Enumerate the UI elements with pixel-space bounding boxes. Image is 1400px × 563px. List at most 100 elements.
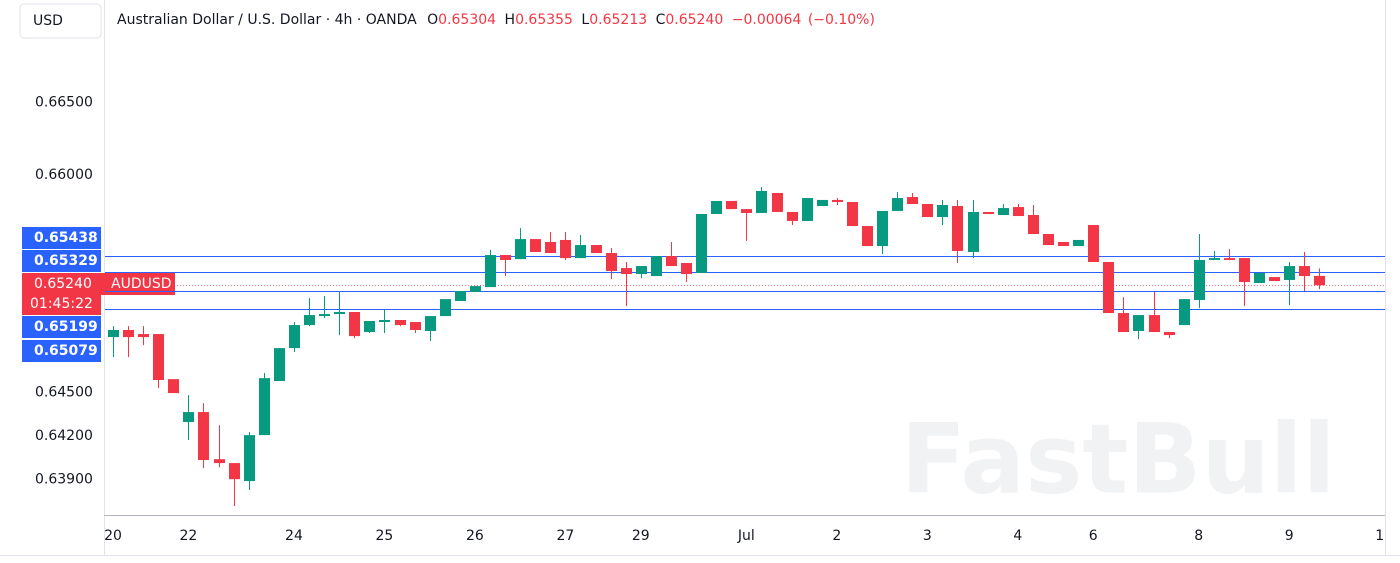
- candle-body: [1118, 313, 1129, 333]
- x-tick-label: 6: [1089, 528, 1098, 544]
- price-badge: [22, 250, 101, 272]
- ohlc-value: 0.65304: [438, 12, 496, 28]
- price-badge-label: 0.65438: [34, 230, 98, 246]
- x-tick-label: 8: [1194, 528, 1203, 544]
- x-tick-label: 9: [1285, 528, 1294, 544]
- candle-body: [379, 319, 390, 323]
- candle-body: [968, 211, 979, 252]
- candle-body: [1314, 275, 1325, 286]
- candle-body: [1073, 239, 1084, 247]
- candle-body: [1284, 266, 1295, 280]
- candle-body: [349, 312, 360, 337]
- candle-body: [440, 299, 451, 317]
- candle-body: [108, 329, 119, 338]
- candle-body: [334, 312, 345, 315]
- ohlc-label: O: [427, 12, 438, 28]
- candle-body: [1133, 315, 1144, 332]
- candle-body: [485, 255, 496, 288]
- candle-body: [319, 314, 330, 317]
- ohlc-value: 0.65355: [515, 12, 573, 28]
- candle-body: [726, 200, 737, 210]
- candle-body: [410, 322, 421, 330]
- candle-body: [1224, 258, 1235, 260]
- x-tick-label: 20: [104, 528, 122, 544]
- x-tick-label: Jul: [737, 528, 755, 544]
- change-value: −0.00064: [732, 12, 802, 28]
- symbol-label: AUDUSD: [111, 276, 172, 292]
- candle-body: [500, 255, 511, 260]
- candle-body: [696, 214, 707, 274]
- candle-body: [1299, 266, 1310, 277]
- chart-title: Australian Dollar / U.S. Dollar · 4h · O…: [117, 12, 417, 28]
- price-badge-label: 0.65329: [34, 253, 98, 269]
- candle-body: [832, 199, 843, 202]
- candle-body: [1028, 215, 1039, 235]
- y-tick-label: 0.66000: [35, 167, 93, 183]
- y-tick-label: 0.66500: [35, 95, 93, 111]
- change-percent: (−0.10%): [808, 12, 875, 28]
- candle-body: [183, 412, 194, 423]
- candle-body: [545, 241, 556, 254]
- candle-body: [983, 211, 994, 215]
- candle-body: [1013, 207, 1024, 217]
- candle-body: [591, 245, 602, 254]
- x-tick-label: 4: [1013, 528, 1022, 544]
- candle-body: [1043, 234, 1054, 246]
- watermark: FastBull: [900, 403, 1335, 515]
- candle-body: [123, 329, 134, 338]
- price-badge: [22, 227, 101, 249]
- candle-body: [937, 205, 948, 218]
- candle-body: [153, 334, 164, 381]
- x-tick-label: 27: [556, 528, 574, 544]
- candle-body: [259, 378, 270, 436]
- candle-body: [681, 263, 692, 275]
- candle-body: [1254, 273, 1265, 284]
- currency-button[interactable]: [19, 3, 102, 39]
- candle-body: [470, 286, 481, 293]
- candle-body: [289, 325, 300, 349]
- candle-body: [787, 211, 798, 221]
- price-badge-label: 0.65199: [34, 319, 98, 335]
- candle-body: [922, 203, 933, 218]
- candle-body: [1164, 332, 1175, 336]
- candle-body: [455, 290, 466, 301]
- candle-body: [138, 334, 149, 338]
- candle-body: [395, 319, 406, 326]
- ohlc-value: 0.65240: [665, 12, 723, 28]
- x-tick-label: 25: [376, 528, 394, 544]
- currency-label[interactable]: USD: [33, 13, 63, 29]
- x-tick-label: 1: [1375, 528, 1384, 544]
- price-badge: [22, 340, 101, 362]
- candle-body: [741, 209, 752, 213]
- candle-body: [998, 208, 1009, 216]
- price-badge-label: 0.65240: [34, 276, 92, 292]
- x-tick-label: 22: [179, 528, 197, 544]
- candle-body: [364, 321, 375, 333]
- x-tick-label: 26: [466, 528, 484, 544]
- chart-header: Australian Dollar / U.S. Dollar · 4h · O…: [117, 12, 875, 28]
- candle-body: [1209, 258, 1220, 260]
- candle-body: [877, 210, 888, 247]
- candle-body: [802, 198, 813, 221]
- candle-body: [756, 190, 767, 213]
- candle-body: [892, 198, 903, 211]
- candle-body: [711, 200, 722, 215]
- candle-body: [651, 256, 662, 277]
- candle-body: [772, 192, 783, 212]
- candle-body: [666, 256, 677, 267]
- candle-body: [575, 245, 586, 259]
- candle-body: [907, 197, 918, 204]
- candle-body: [1103, 261, 1114, 314]
- candle-body: [606, 253, 617, 271]
- countdown-label: 01:45:22: [30, 296, 93, 312]
- candle-body: [1239, 258, 1250, 283]
- candle-body: [229, 463, 240, 480]
- price-badge: [22, 273, 101, 315]
- candle-body: [847, 201, 858, 227]
- ohlc-value: 0.65213: [589, 12, 647, 28]
- candle-body: [560, 239, 571, 259]
- candle-body: [1194, 259, 1205, 300]
- candle-body: [1269, 277, 1280, 281]
- ohlc-label: H: [505, 12, 516, 28]
